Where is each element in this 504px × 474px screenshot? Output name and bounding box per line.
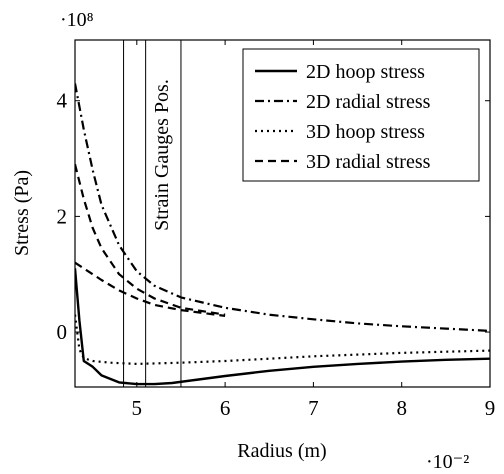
x-tick-label: 7 xyxy=(308,396,319,420)
x-scale-label: ·10⁻² xyxy=(426,451,469,473)
strain-gauge-lines xyxy=(123,40,182,387)
series-line-4 xyxy=(75,164,226,316)
series-line-1 xyxy=(75,268,490,386)
ticks: 5 6 7 8 9 0 2 4 xyxy=(57,40,496,420)
x-tick-label: 8 xyxy=(396,396,407,420)
x-tick-label: 5 xyxy=(132,396,143,420)
y-tick-label: 4 xyxy=(57,89,68,113)
legend-label-2: 2D radial stress xyxy=(306,91,431,113)
plot-frame xyxy=(74,39,491,388)
series-line-5 xyxy=(75,261,226,317)
legend: 2D hoop stress 2D radial stress 3D hoop st… xyxy=(242,48,480,182)
y-scale-label: ·10⁸ xyxy=(60,9,94,31)
series-line-3 xyxy=(75,314,490,365)
legend-label-1: 2D hoop stress xyxy=(306,61,425,83)
x-tick-label: 6 xyxy=(220,396,231,420)
legend-label-3: 3D hoop stress xyxy=(306,121,425,143)
x-axis-label: Radius (m) xyxy=(237,440,326,462)
x-tick-label: 9 xyxy=(485,396,496,420)
strain-gauges-annotation: Strain Gauges Pos. xyxy=(151,79,173,231)
y-tick-label: 0 xyxy=(57,320,68,344)
y-tick-label: 2 xyxy=(57,204,68,228)
y-axis-label: Stress (Pa) xyxy=(11,170,33,256)
legend-label-4: 3D radial stress xyxy=(306,151,431,173)
